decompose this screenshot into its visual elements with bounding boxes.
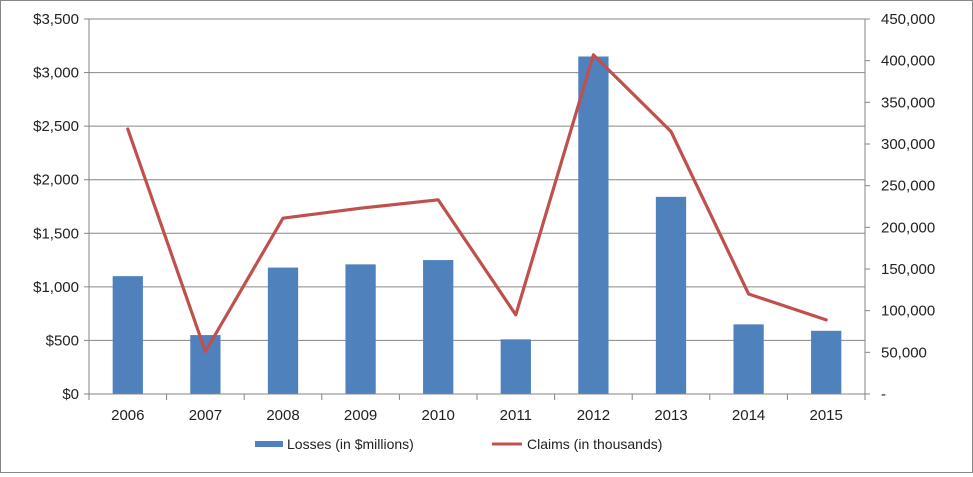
bar-losses-2007 [190,335,220,394]
y-left-tick-label: $3,500 [33,11,79,28]
line-claims [128,55,826,352]
legend-swatch-losses [255,441,283,447]
x-tick-label-2008: 2008 [266,407,299,424]
x-tick-label-2011: 2011 [500,407,532,424]
y-left-tick-label: $1,500 [33,225,79,242]
bar-losses-2010 [423,260,453,394]
y-left-tick-label: $2,000 [33,172,79,189]
claims-line-layer [128,55,827,352]
y-right-tick-label: 300,000 [881,136,935,153]
legend-label-losses: Losses (in $millions) [287,436,414,452]
x-tick-label-2015: 2015 [810,407,843,424]
y-left-tick-label: $3,000 [33,65,79,82]
y-left-tick-label: $500 [46,332,79,349]
x-tick-label-2013: 2013 [654,407,687,424]
y-right-tick-label: 150,000 [881,261,935,278]
y-right-tick-label: 400,000 [881,53,935,70]
y-left-tick-label: $2,500 [33,118,79,135]
bar-losses-2009 [345,264,375,394]
y-right-tick-label: 450,000 [881,11,935,28]
x-tick-label-2006: 2006 [111,407,144,424]
y-right-tick-label: 50,000 [881,344,927,361]
x-tick-label-2007: 2007 [189,407,222,424]
bar-losses-2014 [733,324,763,394]
legend: Losses (in $millions) Claims (in thousan… [255,436,662,452]
x-tick-label-2010: 2010 [422,407,455,424]
y-right-tick-label: 100,000 [881,303,935,320]
y-right-tick-label: 200,000 [881,219,935,236]
bar-losses-2015 [811,331,841,394]
x-tick-label-2012: 2012 [577,407,610,424]
bar-losses-2011 [501,339,531,394]
bar-losses-2008 [268,268,298,394]
y-left-tick-label: $1,000 [33,279,79,296]
y-right-tick-label: 250,000 [881,178,935,195]
y-left-tick-label: $0 [62,386,79,403]
bar-losses-2013 [656,197,686,394]
x-tick-label-2014: 2014 [732,407,765,424]
bar-losses-2006 [113,276,143,394]
losses-bars [113,57,842,395]
legend-label-claims: Claims (in thousands) [527,436,662,452]
y-right-tick-label: 350,000 [881,94,935,111]
bar-losses-2012 [578,57,608,395]
x-tick-label-2009: 2009 [344,407,377,424]
y-right-tick-label: - [881,386,886,403]
